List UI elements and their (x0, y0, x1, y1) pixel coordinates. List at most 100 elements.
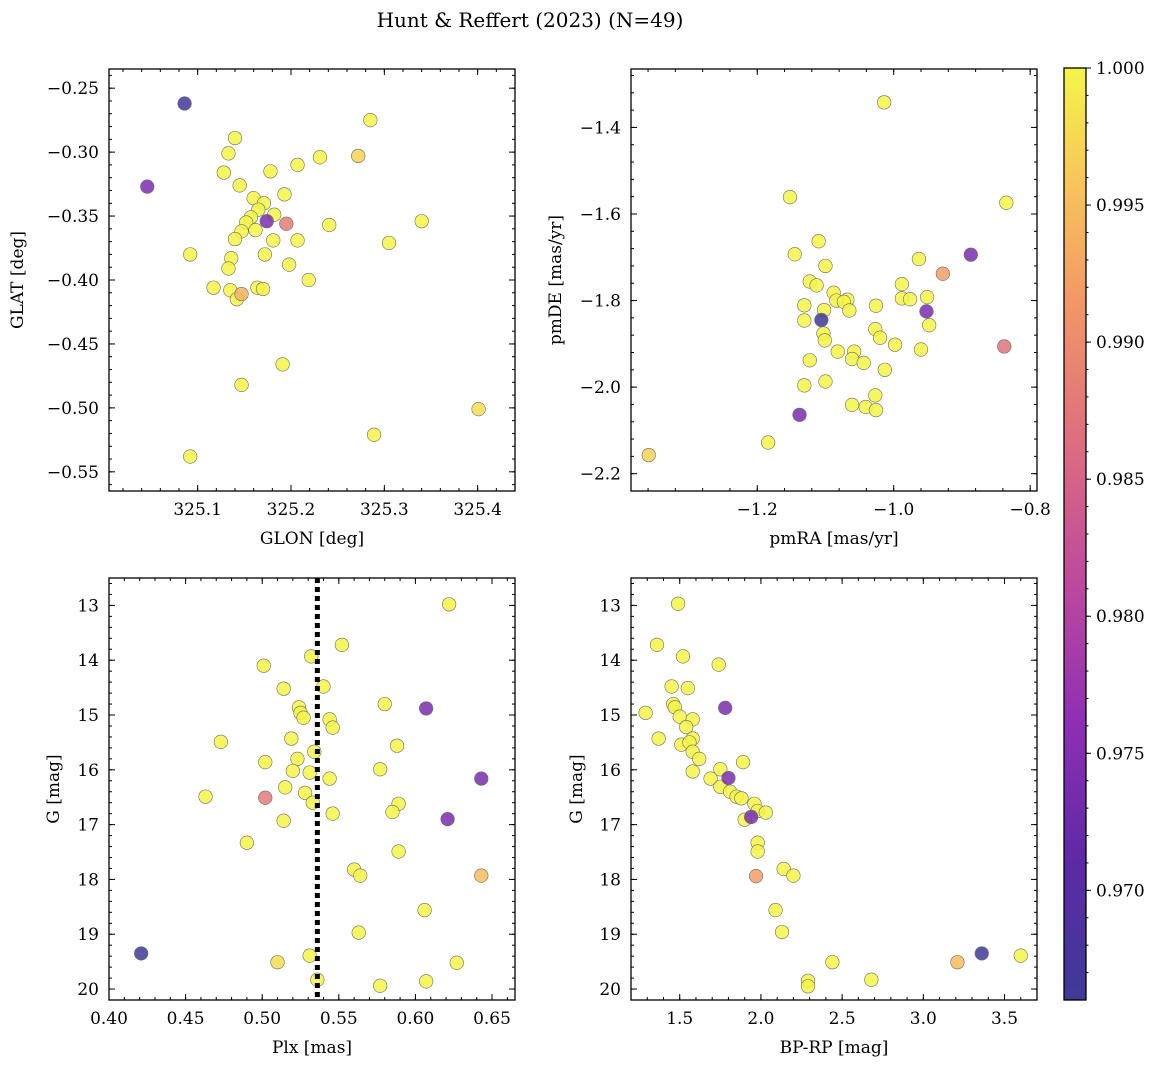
scatter-point (864, 972, 879, 987)
scatter-point (811, 234, 826, 249)
scatter-point (750, 844, 765, 859)
panel-pmra-pmde: −1.2 −1.0 −0.8 −2.2 −2.0 −1.8 −1.6 −1.4 pmRA [ma… (546, 68, 1051, 549)
scatter-point (638, 705, 653, 720)
scatter-point (802, 353, 817, 368)
scatter-point (651, 731, 666, 746)
scatter-point (351, 925, 366, 940)
scatter-point (322, 771, 337, 786)
y-tick-label: 14 (599, 651, 621, 671)
y-tick-label: −1.4 (580, 118, 621, 138)
scatter-point (692, 751, 707, 766)
scatter-point (278, 780, 293, 795)
scatter-point (206, 280, 221, 295)
scatter-point (140, 179, 155, 194)
scatter-point (474, 868, 489, 883)
scatter-point (234, 286, 249, 302)
scatter-point (213, 734, 228, 749)
x-tick-label: 3.0 (910, 1009, 937, 1029)
minor-ticks (108, 578, 515, 1001)
scatter-point (221, 261, 236, 276)
x-tick-label: 0.60 (396, 1009, 434, 1029)
scatter-point (782, 190, 798, 205)
scatter-point (334, 637, 349, 652)
panel-bprp-g: 1.5 2.0 2.5 3.0 3.5 13 14 15 16 17 18 19 20 BP-RP [ma… (567, 577, 1038, 1058)
y-tick-label: 18 (599, 870, 621, 890)
y-tick-label: −0.30 (47, 143, 99, 163)
scatter-point (277, 187, 292, 202)
x-tick-label: 0.65 (473, 1009, 511, 1029)
scatter-point (868, 388, 883, 403)
scatter-point (285, 763, 300, 779)
colorbar-tick-label: 0.985 (1096, 470, 1145, 490)
scatter-point (748, 869, 764, 884)
scatter-point (797, 378, 812, 393)
y-tick-label: 15 (599, 706, 621, 726)
colorbar-tick-label: 0.975 (1096, 744, 1145, 764)
scatter-point (419, 701, 434, 716)
scatter-point (449, 955, 464, 970)
scatter-point (797, 298, 812, 313)
y-tick-label: −0.40 (47, 271, 99, 291)
scatter-point (768, 903, 783, 918)
scatter-point (894, 277, 909, 292)
scatter-point (134, 946, 149, 961)
axes-frame (630, 68, 1038, 492)
y-tick-label: −2.2 (580, 465, 621, 485)
y-tick-label: 19 (599, 925, 621, 945)
x-tick-label: −0.8 (1010, 500, 1051, 520)
scatter-point (935, 266, 950, 281)
scatter-point (817, 333, 832, 348)
scatter-point (353, 868, 368, 883)
scatter-point (290, 233, 305, 248)
x-axis-label: Plx [mas] (272, 1038, 352, 1058)
scatter-point (419, 974, 434, 989)
scatter-point (177, 96, 192, 111)
x-axis-label: GLON [deg] (260, 529, 364, 549)
scatter-point (919, 304, 934, 319)
colorbar: 0.970 0.975 0.980 0.985 0.990 0.995 1.000 (1063, 59, 1145, 1001)
scatter-point (255, 281, 271, 297)
x-tick-label: 325.1 (173, 500, 222, 520)
scatter-point (761, 435, 776, 450)
y-tick-label: 18 (77, 870, 99, 890)
scatter-point (774, 924, 790, 940)
scatter-point (758, 805, 773, 820)
axes-frame (108, 68, 516, 492)
scatter-point (373, 978, 388, 993)
scatter-point (744, 809, 759, 825)
scatter-point (301, 272, 316, 288)
scatter-point (800, 979, 816, 994)
minor-ticks (630, 578, 1038, 1001)
scatter-point (842, 303, 857, 318)
scatter-point (787, 247, 802, 262)
x-tick-label: −1.2 (737, 500, 778, 520)
scatter-point (366, 427, 382, 442)
panel-glon-glat: 325.1 325.2 325.3 325.4 −0.55 −0.50 −0.45 −0.40… (8, 68, 516, 549)
scatter-point (877, 95, 892, 110)
scatter-point (963, 247, 978, 262)
x-tick-label: −1.0 (873, 500, 914, 520)
scatter-point (258, 790, 273, 805)
scatter-point (256, 658, 271, 673)
y-tick-label: 13 (77, 596, 99, 616)
scatter-point (440, 812, 455, 827)
y-tick-label: 16 (599, 761, 621, 781)
scatter-point (312, 150, 328, 165)
scatter-point (680, 681, 695, 696)
scatter-point (417, 903, 432, 918)
scatter-point (1013, 948, 1028, 963)
scatter-point (270, 955, 285, 970)
scatter-point (275, 357, 290, 372)
scatter-point (414, 214, 429, 229)
x-tick-label: 0.40 (90, 1009, 128, 1029)
colorbar-tick-label: 1.000 (1096, 59, 1145, 79)
points (638, 596, 1028, 994)
scatter-point (474, 771, 489, 786)
scatter-point (902, 292, 918, 307)
scatter-point (351, 148, 366, 164)
scatter-point (818, 258, 833, 274)
scatter-point (248, 223, 263, 238)
x-tick-label: 2.0 (747, 1009, 774, 1029)
scatter-point (257, 247, 272, 262)
